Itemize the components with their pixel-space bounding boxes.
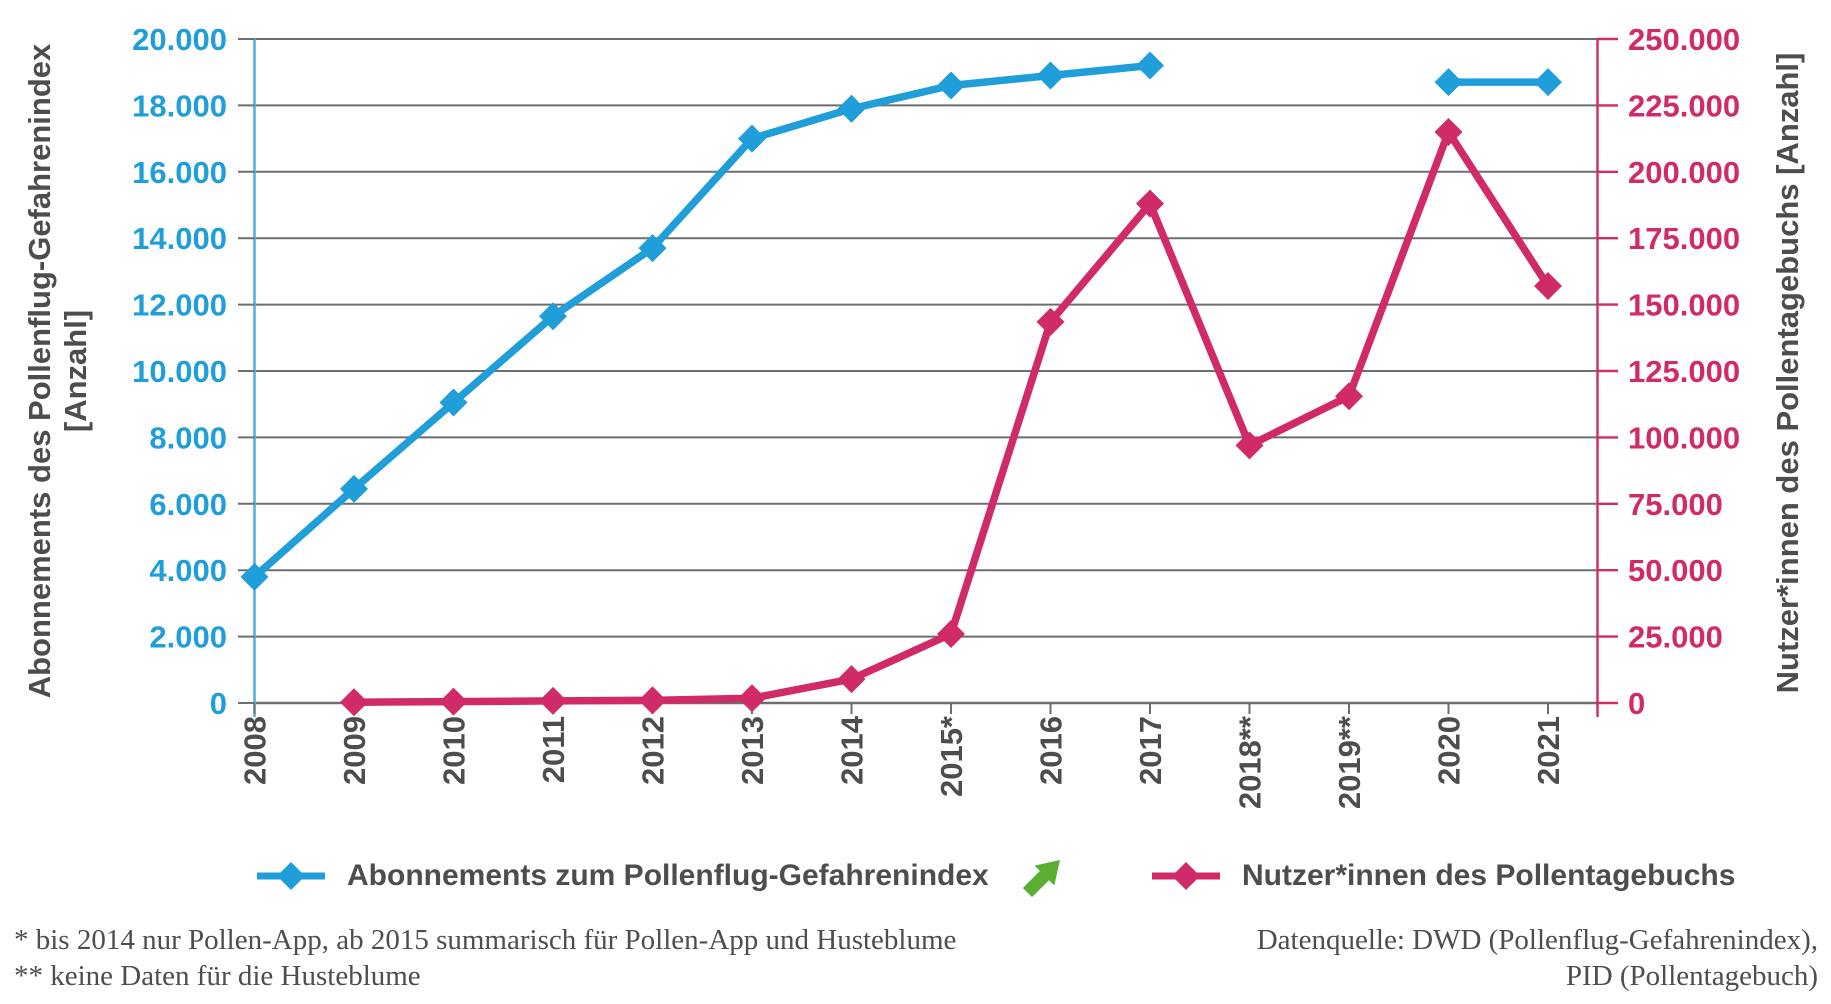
data-point-pink-2015* bbox=[937, 619, 965, 648]
left-axis-title-line1: Abonnements des Pollenflug-Gefahrenindex bbox=[22, 43, 57, 698]
data-point-blue-2017 bbox=[1136, 51, 1164, 80]
data-point-blue-2013 bbox=[738, 124, 766, 153]
right-tick-label: 200.000 bbox=[1628, 155, 1740, 190]
data-point-blue-2020 bbox=[1434, 68, 1463, 97]
left-tick-label: 6.000 bbox=[149, 487, 227, 522]
legend-label-nutzer: Nutzer*innen des Pollentagebuchs bbox=[1242, 859, 1736, 892]
data-point-pink-2009 bbox=[340, 688, 368, 717]
x-tick-label: 2012 bbox=[636, 716, 671, 785]
trend-arrow-head bbox=[1034, 860, 1060, 886]
x-tick-label: 2016 bbox=[1034, 716, 1069, 785]
data-point-pink-2018** bbox=[1235, 431, 1264, 460]
data-point-blue-2021 bbox=[1534, 68, 1562, 97]
data-point-blue-2011 bbox=[539, 302, 567, 331]
data-point-pink-2014 bbox=[837, 665, 866, 694]
data-point-pink-2017 bbox=[1136, 189, 1164, 218]
data-point-blue-2016 bbox=[1036, 61, 1065, 90]
right-axis-title: Nutzer*innen des Pollentagebuchs [Anzahl… bbox=[1770, 53, 1805, 694]
footnote-asterisk-line: * bis 2014 nur Pollen-App, ab 2015 summa… bbox=[14, 924, 957, 956]
left-tick-label: 2.000 bbox=[149, 620, 227, 655]
x-tick-label: 2010 bbox=[437, 716, 472, 785]
right-tick-label: 250.000 bbox=[1628, 22, 1740, 57]
x-tick-label: 2008 bbox=[238, 716, 273, 785]
data-point-pink-2019** bbox=[1335, 382, 1363, 411]
left-tick-label: 16.000 bbox=[132, 155, 227, 190]
trend-arrow-shaft bbox=[1022, 870, 1050, 898]
right-tick-label: 125.000 bbox=[1628, 354, 1740, 389]
left-tick-label: 12.000 bbox=[132, 288, 227, 323]
trend-up-arrow-icon bbox=[1022, 860, 1060, 898]
data-point-pink-2016 bbox=[1036, 307, 1065, 336]
left-tick-label: 0 bbox=[210, 686, 227, 721]
legend-item-nutzer: Nutzer*innen des Pollentagebuchs bbox=[1150, 846, 1735, 906]
series-line-blue bbox=[250, 61, 1154, 581]
legend-marker-pink-icon bbox=[1152, 862, 1220, 890]
data-point-blue-2012 bbox=[638, 234, 667, 263]
x-tick-label: 2014 bbox=[835, 715, 870, 785]
right-tick-label: 75.000 bbox=[1628, 487, 1723, 522]
data-point-pink-2020 bbox=[1434, 117, 1463, 146]
data-point-pink-2010 bbox=[439, 687, 468, 716]
x-tick-label: 2019** bbox=[1332, 715, 1367, 809]
data-point-blue-2015* bbox=[937, 71, 965, 100]
data-point-blue-2010 bbox=[439, 388, 468, 417]
left-tick-label: 14.000 bbox=[132, 221, 227, 256]
left-axis-title-line2: [Anzahl] bbox=[58, 310, 93, 432]
footnote-left: * bis 2014 nur Pollen-App, ab 2015 summa… bbox=[14, 922, 956, 994]
x-tick-label: 2021 bbox=[1531, 716, 1566, 785]
legend: Abonnements zum Pollenflug-Gefahrenindex… bbox=[0, 846, 1831, 906]
x-tick-label: 2017 bbox=[1133, 716, 1168, 785]
right-tick-label: 100.000 bbox=[1628, 420, 1740, 455]
legend-marker-blue-icon bbox=[257, 862, 325, 890]
right-tick-label: 150.000 bbox=[1628, 288, 1740, 323]
right-tick-label: 25.000 bbox=[1628, 620, 1723, 655]
left-tick-label: 18.000 bbox=[132, 88, 227, 123]
data-point-blue-2008 bbox=[240, 562, 269, 591]
footnote-datasource: Datenquelle: DWD (Pollenflug-Gefahrenind… bbox=[1257, 922, 1818, 994]
data-point-pink-2011 bbox=[539, 686, 567, 715]
data-point-blue-2009 bbox=[340, 474, 368, 503]
left-tick-label: 10.000 bbox=[132, 354, 227, 389]
legend-diamond-blue bbox=[277, 862, 305, 890]
x-tick-label: 2020 bbox=[1432, 716, 1467, 785]
datasource-line-1: Datenquelle: DWD (Pollenflug-Gefahrenind… bbox=[1256, 924, 1818, 956]
right-tick-label: 175.000 bbox=[1628, 221, 1740, 256]
left-tick-label: 20.000 bbox=[132, 22, 227, 57]
x-tick-label: 2018** bbox=[1233, 715, 1268, 809]
data-point-pink-2012 bbox=[638, 686, 667, 715]
data-point-blue-2014 bbox=[837, 94, 866, 123]
legend-item-abonnements: Abonnements zum Pollenflug-Gefahrenindex bbox=[255, 846, 989, 906]
left-tick-label: 4.000 bbox=[149, 553, 227, 588]
legend-label-abonnements: Abonnements zum Pollenflug-Gefahrenindex bbox=[347, 859, 989, 892]
x-tick-label: 2011 bbox=[536, 716, 571, 783]
legend-diamond-pink bbox=[1172, 862, 1200, 890]
x-tick-label: 2015* bbox=[934, 715, 969, 797]
right-tick-label: 50.000 bbox=[1628, 553, 1723, 588]
x-tick-label: 2013 bbox=[735, 716, 770, 785]
left-tick-label: 8.000 bbox=[149, 420, 227, 455]
datasource-line-2: PID (Pollentagebuch) bbox=[1565, 960, 1818, 992]
series-line-pink bbox=[350, 128, 1552, 706]
right-tick-label: 225.000 bbox=[1628, 88, 1740, 123]
data-point-pink-2013 bbox=[738, 684, 766, 713]
data-point-pink-2021 bbox=[1534, 272, 1562, 301]
right-tick-label: 0 bbox=[1628, 686, 1645, 721]
x-tick-label: 2009 bbox=[337, 716, 372, 785]
footnote-double-asterisk-line: ** keine Daten für die Husteblume bbox=[14, 960, 421, 992]
